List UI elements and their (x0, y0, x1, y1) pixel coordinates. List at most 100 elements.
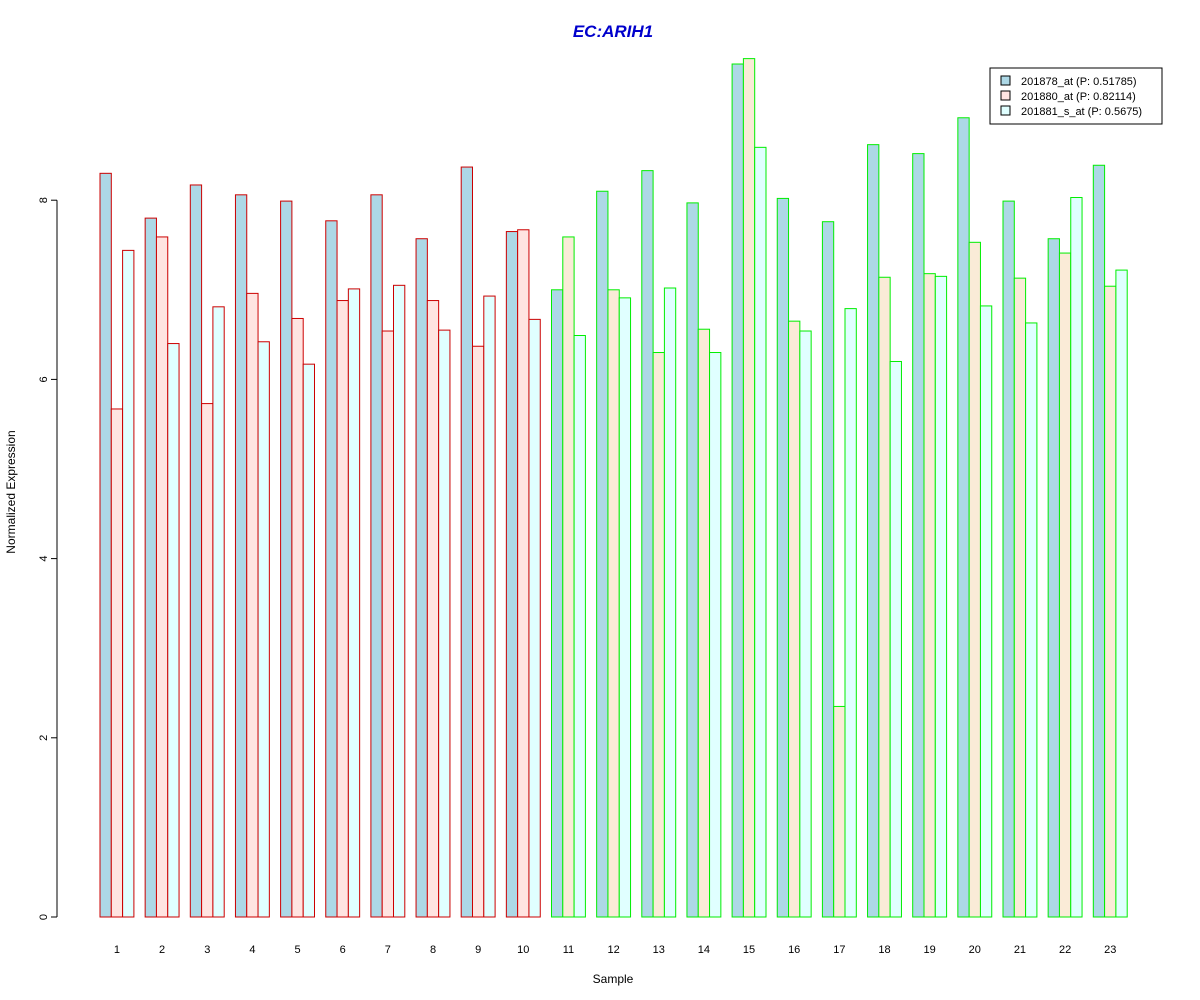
bar-sample-9-series-2 (472, 345, 485, 918)
bar-sample-22-series-1 (1047, 238, 1060, 918)
bar-sample-18-series-1 (867, 144, 880, 918)
x-tick-label: 16 (788, 944, 800, 956)
bar-sample-14-series-2 (697, 328, 711, 918)
chart-title: EC:ARIH1 (573, 22, 653, 41)
legend-box (989, 67, 1163, 125)
x-tick-label: 14 (698, 944, 710, 956)
bar-sample-14-series-3 (709, 352, 722, 918)
legend-swatch-2 (1000, 90, 1011, 101)
bar-sample-6-series-3 (347, 288, 361, 918)
y-axis-title: Normalized Expression (4, 430, 18, 553)
bar-sample-4-series-3 (257, 341, 270, 918)
bar-sample-8-series-2 (426, 300, 440, 918)
bar-sample-10-series-1 (505, 231, 519, 918)
bar-sample-17-series-2 (833, 705, 846, 918)
bar-sample-14-series-1 (686, 202, 699, 918)
bar-sample-12-series-1 (596, 190, 609, 918)
x-tick-label: 12 (607, 944, 619, 956)
bar-sample-3-series-2 (201, 403, 214, 918)
bar-sample-11-series-2 (562, 236, 575, 918)
bar-sample-2-series-3 (167, 343, 180, 918)
bar-sample-18-series-3 (889, 360, 902, 918)
bar-sample-12-series-3 (618, 297, 632, 918)
x-tick-label: 15 (743, 944, 755, 956)
bar-sample-22-series-2 (1058, 252, 1072, 918)
bar-sample-17-series-3 (844, 308, 857, 918)
x-tick-label: 13 (653, 944, 665, 956)
bar-sample-20-series-2 (968, 241, 981, 918)
bar-sample-21-series-2 (1013, 277, 1027, 918)
x-tick-label: 20 (969, 944, 981, 956)
bar-sample-19-series-2 (923, 273, 936, 918)
legend: 201878_at (P: 0.51785) 201880_at (P: 0.82… (989, 67, 1163, 125)
bars-group (99, 58, 1128, 918)
bar-sample-5-series-1 (280, 200, 293, 918)
legend-swatch-1 (1000, 75, 1011, 86)
x-tick-label: 19 (924, 944, 936, 956)
bar-sample-17-series-1 (821, 221, 835, 918)
y-tick-label: 2 (38, 735, 50, 741)
x-tick-label: 18 (878, 944, 890, 956)
bar-sample-21-series-3 (1025, 322, 1038, 918)
bar-sample-21-series-1 (1002, 200, 1015, 918)
x-tick-label: 4 (249, 944, 255, 956)
bar-sample-5-series-2 (291, 317, 304, 918)
bar-sample-22-series-3 (1070, 197, 1083, 918)
bar-sample-6-series-1 (325, 220, 338, 918)
bar-sample-11-series-3 (573, 335, 586, 918)
legend-label-3: 201881_s_at (P: 0.5675) (1021, 106, 1142, 118)
bar-sample-4-series-1 (234, 194, 248, 918)
bar-sample-9-series-3 (483, 295, 496, 918)
bar-sample-19-series-3 (934, 275, 948, 918)
bar-sample-19-series-1 (912, 153, 925, 918)
bar-sample-15-series-1 (731, 63, 744, 918)
bar-sample-20-series-1 (957, 117, 970, 918)
bar-sample-18-series-2 (878, 276, 891, 918)
bar-sample-4-series-2 (246, 292, 259, 918)
x-tick-label: 5 (294, 944, 300, 956)
bar-sample-23-series-2 (1104, 285, 1117, 918)
bar-sample-16-series-3 (799, 330, 812, 918)
x-tick-label: 1 (114, 944, 120, 956)
bar-sample-3-series-1 (189, 184, 203, 918)
x-tick-label: 9 (475, 944, 481, 956)
x-tick-label: 8 (430, 944, 436, 956)
bar-sample-15-series-2 (742, 58, 756, 918)
bar-sample-12-series-2 (607, 289, 620, 918)
legend-label-2: 201880_at (P: 0.82114) (1021, 91, 1136, 103)
bar-sample-7-series-1 (370, 194, 383, 918)
bar-sample-20-series-3 (979, 305, 993, 918)
bar-sample-16-series-2 (788, 320, 801, 918)
bar-sample-5-series-3 (302, 363, 316, 918)
y-tick-label: 8 (38, 197, 50, 203)
bar-sample-1-series-2 (110, 408, 124, 918)
bar-sample-23-series-3 (1115, 269, 1128, 918)
x-tick-label: 22 (1059, 944, 1071, 956)
x-tick-label: 17 (833, 944, 845, 956)
x-tick-label: 2 (159, 944, 165, 956)
x-tick-label: 3 (204, 944, 210, 956)
legend-swatch-3 (1000, 105, 1011, 116)
y-axis: 0 2 4 6 8 (38, 197, 58, 920)
bar-sample-8-series-1 (415, 238, 428, 918)
bar-sample-8-series-3 (438, 329, 451, 918)
bar-sample-3-series-3 (212, 306, 225, 918)
x-tick-label: 21 (1014, 944, 1026, 956)
x-axis-title: Sample (593, 972, 634, 986)
y-tick-label: 4 (38, 556, 50, 562)
bar-sample-10-series-2 (517, 229, 530, 918)
x-tick-label: 7 (385, 944, 391, 956)
x-tick-label: 11 (563, 944, 574, 956)
y-tick-label: 6 (38, 376, 50, 382)
bar-sample-9-series-1 (460, 166, 474, 918)
y-tick-label: 0 (38, 914, 50, 920)
bar-sample-2-series-2 (155, 236, 169, 918)
x-tick-labels: 1 2 3 4 5 6 7 8 9 10 11 12 13 14 15 16 17 18 19 20 21 22 23 (114, 944, 1116, 956)
bar-sample-11-series-1 (551, 289, 564, 918)
bar-sample-13-series-3 (663, 287, 677, 918)
bar-sample-7-series-3 (393, 284, 406, 918)
bar-sample-1-series-1 (99, 172, 112, 918)
bar-sample-16-series-1 (776, 197, 790, 918)
bar-sample-7-series-2 (381, 330, 395, 918)
